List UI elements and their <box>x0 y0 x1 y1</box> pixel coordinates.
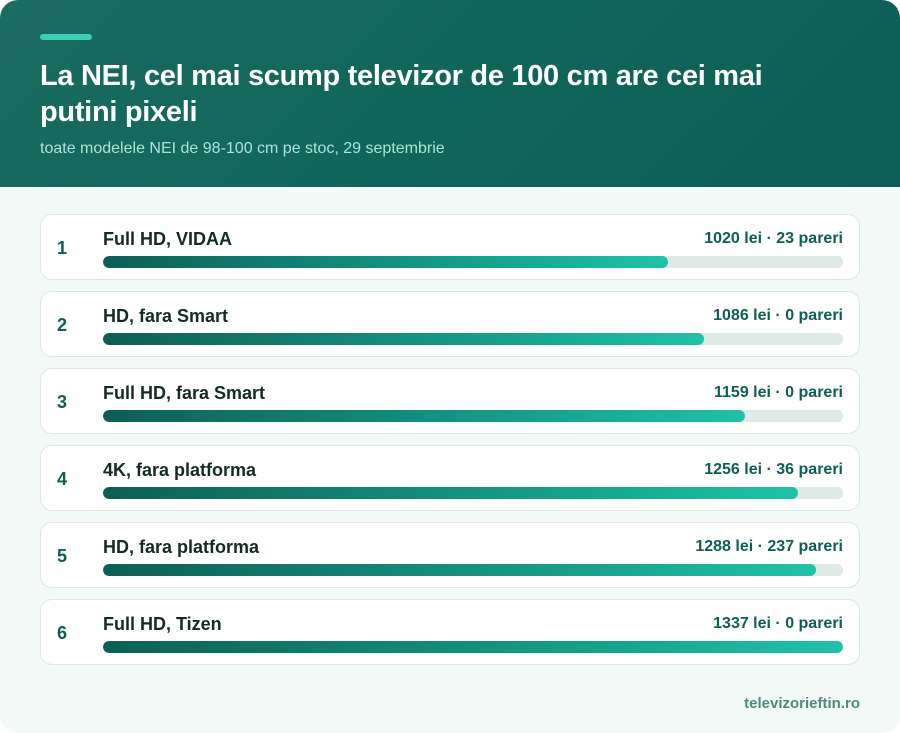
header-banner: La NEI, cel mai scump televizor de 100 c… <box>0 0 900 187</box>
bar-value-label: 1256 lei · 36 pareri <box>704 461 843 478</box>
bar-category-label: 4K, fara platforma <box>103 460 257 480</box>
bar-track <box>103 256 843 268</box>
bar-row: 6 Full HD, Tizen 1337 lei · 0 pareri <box>40 599 860 665</box>
bar-fill <box>103 410 745 422</box>
chart-title: La NEI, cel mai scump televizor de 100 c… <box>40 60 763 128</box>
bar-list: 1 Full HD, VIDAA 1020 lei · 23 pareri 2 HD, … <box>40 214 860 676</box>
bar-row: 4 4K, fara platforma 1256 lei · 36 pareri <box>40 445 860 511</box>
bar-category-label: HD, fara Smart <box>103 306 229 326</box>
bar-track <box>103 487 843 499</box>
bar-category-label: Full HD, fara Smart <box>103 383 266 403</box>
bar-track <box>103 410 843 422</box>
bar-category-label: Full HD, Tizen <box>103 614 222 634</box>
bar-value-label: 1159 lei · 0 pareri <box>714 384 843 401</box>
bar-track <box>103 564 843 576</box>
bar-fill <box>103 333 705 345</box>
bar-value-label: 1288 lei · 237 pareri <box>695 538 843 555</box>
bar-row: 5 HD, fara platforma 1288 lei · 237 pareri <box>40 522 860 588</box>
bar-track <box>103 333 843 345</box>
bar-category-label: Full HD, VIDAA <box>103 229 232 249</box>
bar-category-label: HD, fara platforma <box>103 537 260 557</box>
bar-fill <box>103 641 843 653</box>
bar-fill <box>103 256 668 268</box>
bar-rank: 1 <box>57 238 68 258</box>
bar-rank: 6 <box>57 623 68 643</box>
bar-rank: 2 <box>57 315 68 335</box>
bar-rank: 3 <box>57 392 68 412</box>
bar-value-label: 1337 lei · 0 pareri <box>713 615 843 632</box>
bar-track <box>103 641 843 653</box>
bar-row: 1 Full HD, VIDAA 1020 lei · 23 pareri <box>40 214 860 280</box>
source-credit: televizorieftin.ro <box>744 695 860 712</box>
accent-bar <box>40 34 92 40</box>
bar-row: 2 HD, fara Smart 1086 lei · 0 pareri <box>40 291 860 357</box>
bar-rank: 5 <box>57 546 68 566</box>
bar-row: 3 Full HD, fara Smart 1159 lei · 0 pareri <box>40 368 860 434</box>
bar-fill <box>103 564 816 576</box>
bar-fill <box>103 487 799 499</box>
bar-value-label: 1086 lei · 0 pareri <box>713 307 843 324</box>
chart-subtitle: toate modelele NEI de 98-100 cm pe stoc,… <box>40 140 445 157</box>
bar-value-label: 1020 lei · 23 pareri <box>704 230 843 247</box>
bar-rank: 4 <box>57 469 68 489</box>
